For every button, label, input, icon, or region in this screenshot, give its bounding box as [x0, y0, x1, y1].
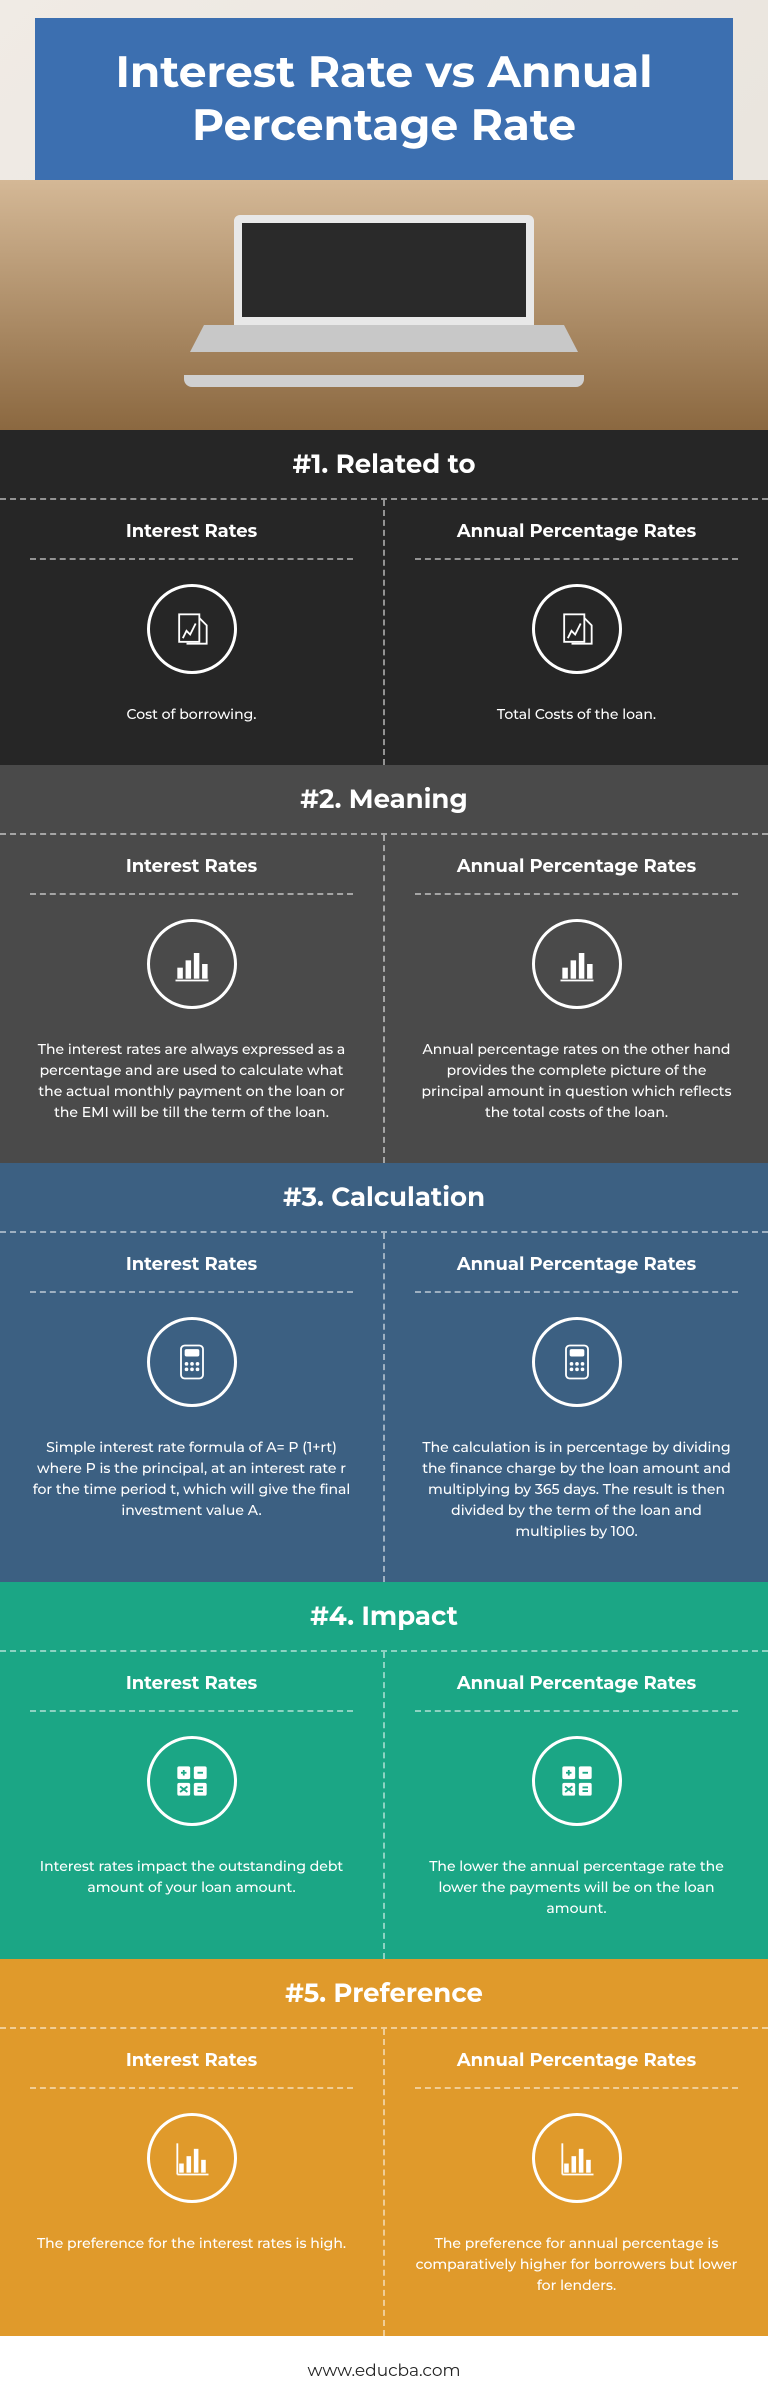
left-column-title: Interest Rates — [30, 520, 353, 560]
section-3: #3. Calculation Interest Rates Simple in… — [0, 1163, 768, 1582]
left-text: The preference for the interest rates is… — [30, 2233, 353, 2254]
barchart2-icon — [147, 2113, 237, 2203]
section-1: #1. Related to Interest Rates Cost of bo… — [0, 430, 768, 765]
section-2: #2. Meaning Interest Rates The interest … — [0, 765, 768, 1163]
left-text: Cost of borrowing. — [30, 704, 353, 725]
right-text: Total Costs of the loan. — [415, 704, 738, 725]
right-column-title: Annual Percentage Rates — [415, 1253, 738, 1293]
barchart-icon — [532, 919, 622, 1009]
section-header: #2. Meaning — [0, 765, 768, 835]
right-column: Annual Percentage Rates Annual percentag… — [385, 835, 768, 1163]
left-column: Interest Rates Interest rates impact the… — [0, 1652, 385, 1959]
mathgrid-icon — [147, 1736, 237, 1826]
right-text: The preference for annual percentage is … — [415, 2233, 738, 2296]
right-column: Annual Percentage Rates Total Costs of t… — [385, 500, 768, 765]
header-area: Interest Rate vs Annual Percentage Rate — [0, 0, 768, 430]
right-column-title: Annual Percentage Rates — [415, 520, 738, 560]
left-column: Interest Rates The interest rates are al… — [0, 835, 385, 1163]
left-column-title: Interest Rates — [30, 2049, 353, 2089]
title-banner: Interest Rate vs Annual Percentage Rate — [35, 18, 733, 180]
document-icon — [532, 584, 622, 674]
right-column: Annual Percentage Rates The preference f… — [385, 2029, 768, 2336]
right-column: Annual Percentage Rates The lower the an… — [385, 1652, 768, 1959]
section-5: #5. Preference Interest Rates The prefer… — [0, 1959, 768, 2336]
right-column-title: Annual Percentage Rates — [415, 2049, 738, 2089]
right-column-title: Annual Percentage Rates — [415, 855, 738, 895]
section-header: #3. Calculation — [0, 1163, 768, 1233]
left-column-title: Interest Rates — [30, 1672, 353, 1712]
left-text: Interest rates impact the outstanding de… — [30, 1856, 353, 1898]
right-column: Annual Percentage Rates The calculation … — [385, 1233, 768, 1582]
calculator-icon — [532, 1317, 622, 1407]
right-text: The calculation is in percentage by divi… — [415, 1437, 738, 1542]
right-text: The lower the annual percentage rate the… — [415, 1856, 738, 1919]
left-column: Interest Rates Simple interest rate form… — [0, 1233, 385, 1582]
barchart-icon — [147, 919, 237, 1009]
calculator-icon — [147, 1317, 237, 1407]
left-text: The interest rates are always expressed … — [30, 1039, 353, 1123]
section-4: #4. Impact Interest Rates Interest rates… — [0, 1582, 768, 1959]
section-header: #4. Impact — [0, 1582, 768, 1652]
left-column: Interest Rates The preference for the in… — [0, 2029, 385, 2336]
right-text: Annual percentage rates on the other han… — [415, 1039, 738, 1123]
section-header: #1. Related to — [0, 430, 768, 500]
left-column: Interest Rates Cost of borrowing. — [0, 500, 385, 765]
left-column-title: Interest Rates — [30, 855, 353, 895]
left-column-title: Interest Rates — [30, 1253, 353, 1293]
mathgrid-icon — [532, 1736, 622, 1826]
right-column-title: Annual Percentage Rates — [415, 1672, 738, 1712]
hero-image — [0, 180, 768, 430]
section-header: #5. Preference — [0, 1959, 768, 2029]
left-text: Simple interest rate formula of A= P (1+… — [30, 1437, 353, 1521]
page-title: Interest Rate vs Annual Percentage Rate — [75, 46, 693, 152]
footer-url: www.educba.com — [0, 2336, 768, 2406]
document-icon — [147, 584, 237, 674]
barchart2-icon — [532, 2113, 622, 2203]
